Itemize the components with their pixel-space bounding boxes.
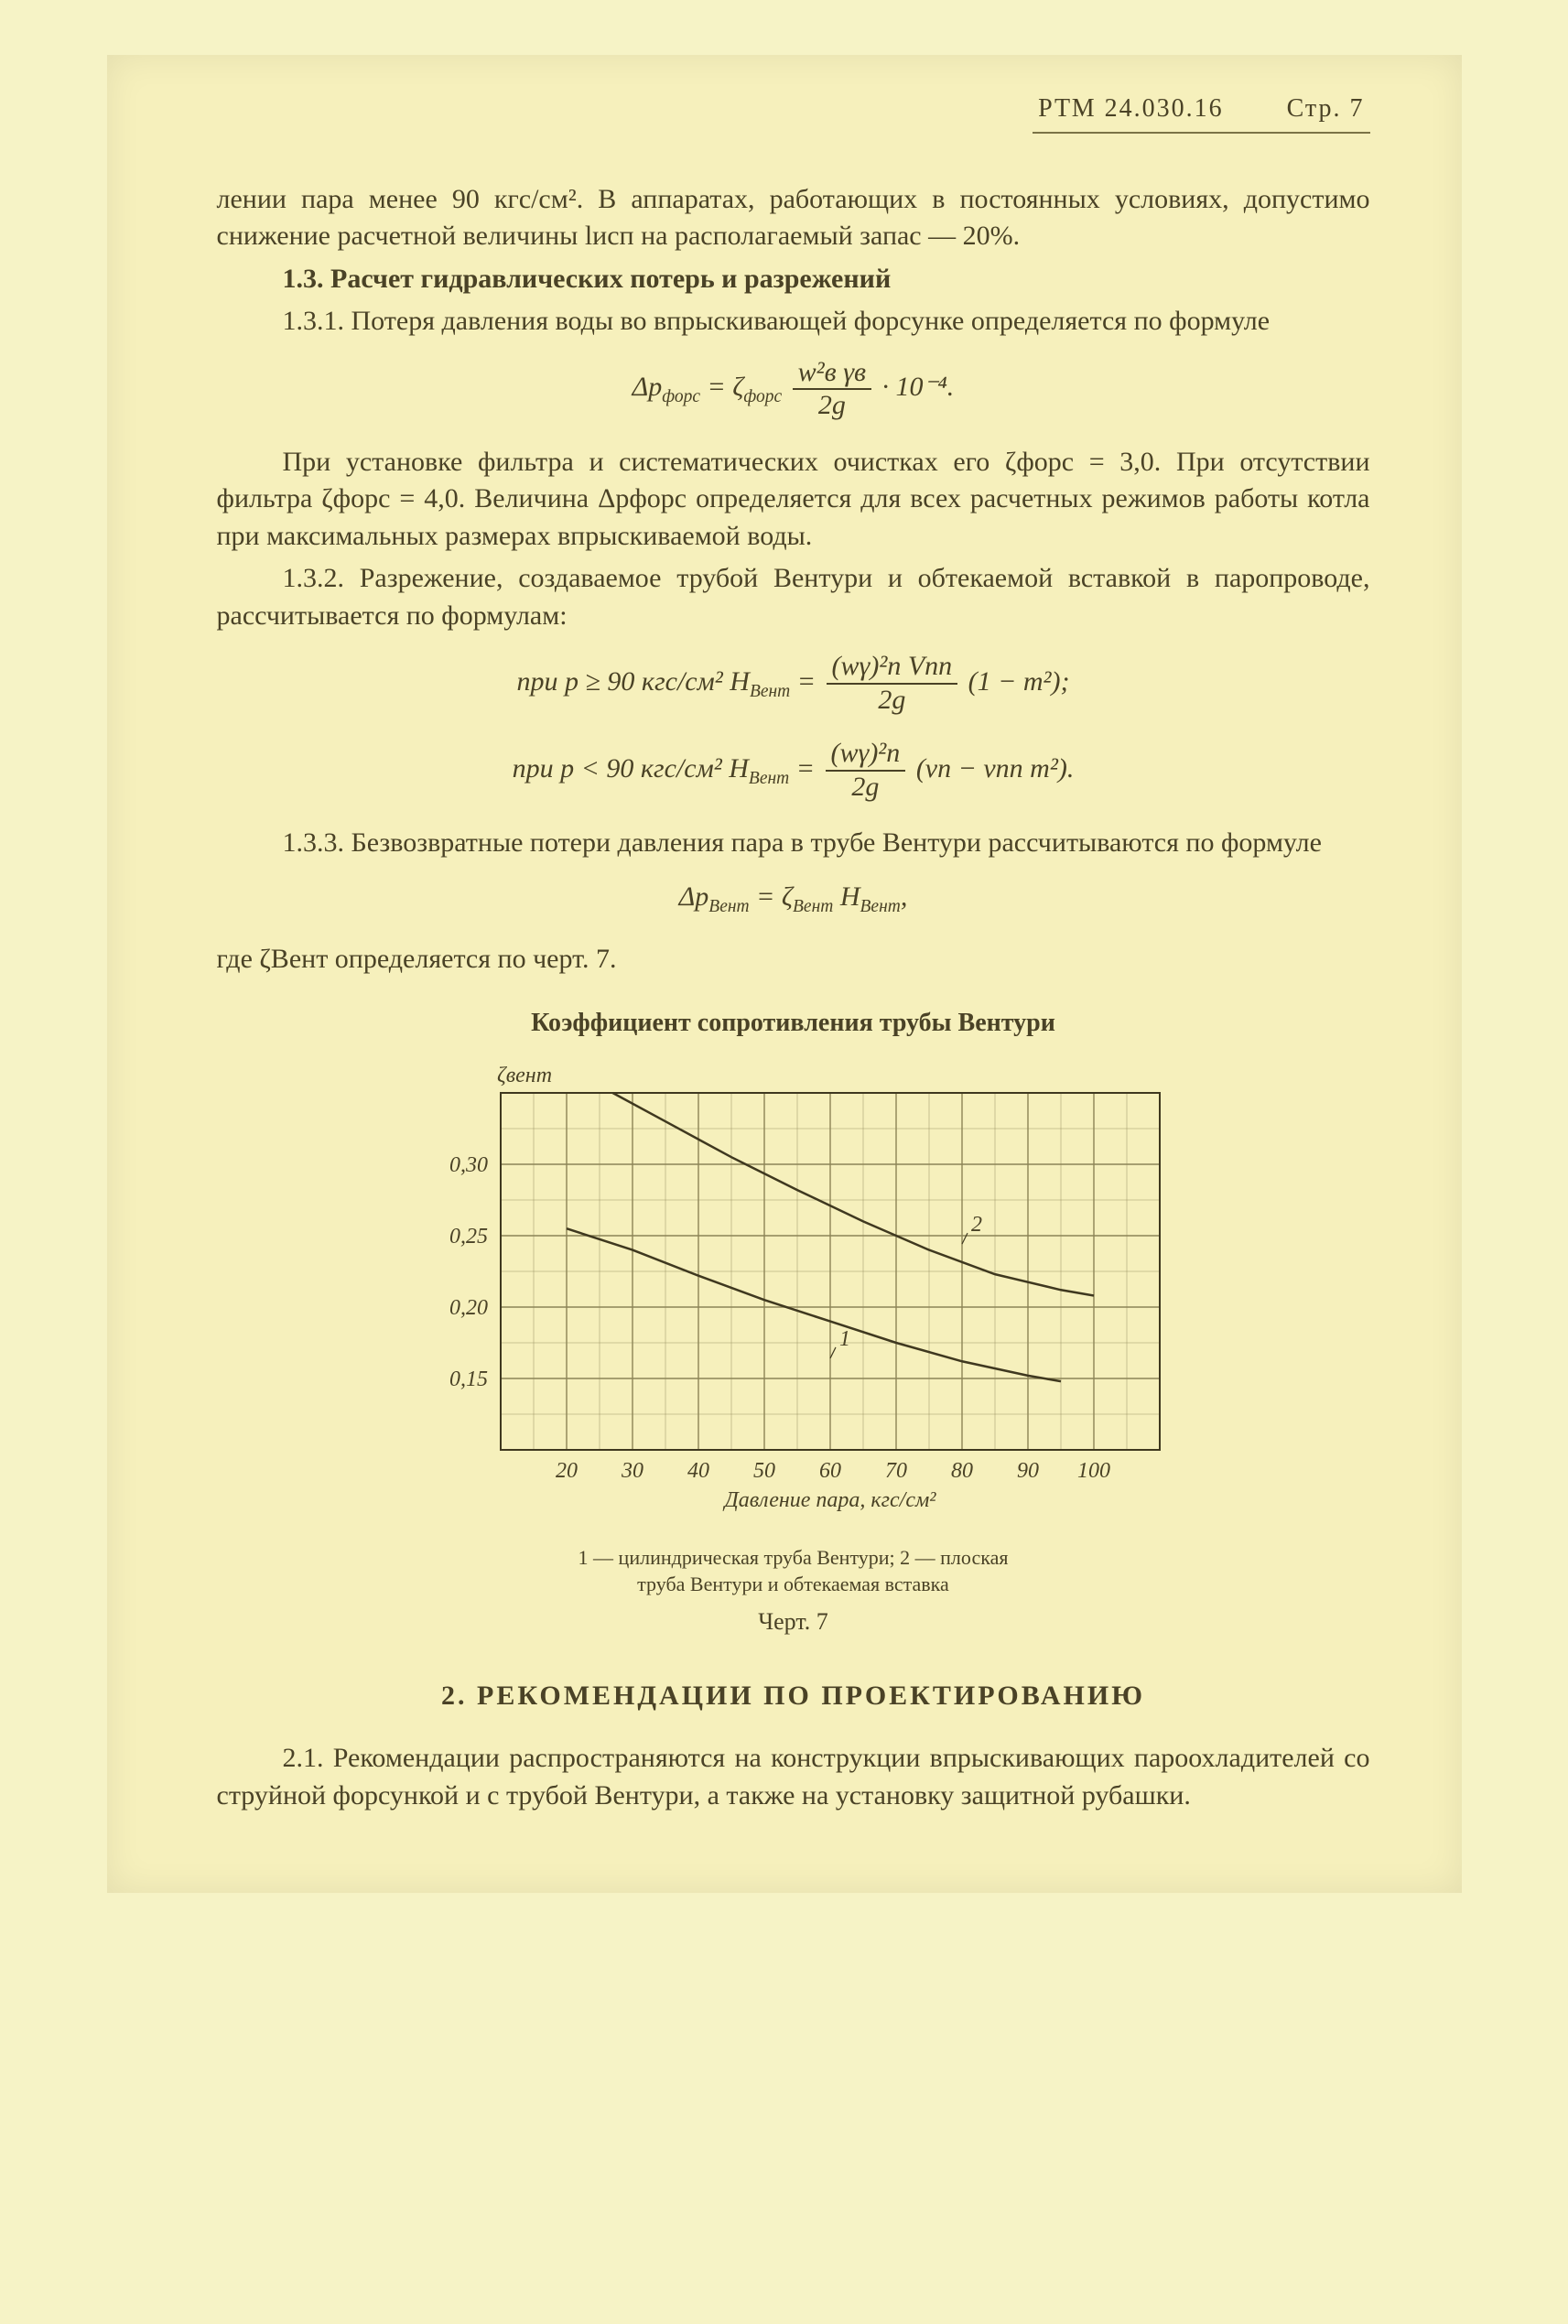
svg-text:40: 40 xyxy=(687,1459,709,1483)
f2a-den: 2g xyxy=(827,685,958,717)
svg-text:2: 2 xyxy=(971,1214,982,1238)
f1-eq: = ζ xyxy=(708,372,744,402)
svg-text:60: 60 xyxy=(819,1459,841,1483)
chart-caption: 1 — цилиндрическая труба Вентури; 2 — пл… xyxy=(217,1545,1370,1597)
section-2-title: 2. РЕКОМЕНДАЦИИ ПО ПРОЕКТИРОВАНИЮ xyxy=(217,1678,1370,1715)
f2b-den: 2g xyxy=(826,772,906,804)
venturi-chart: 20 30 40 50 60 70 80 90 100 0,15 0,20 0,25 0,30 ζвент… xyxy=(400,1056,1187,1532)
f2b-tail: (vп − vпп m²). xyxy=(916,753,1075,784)
running-header: РТМ 24.030.16 Стр. 7 xyxy=(217,92,1370,139)
f1-num: w²в γв xyxy=(793,357,871,391)
svg-text:30: 30 xyxy=(621,1459,643,1483)
svg-text:0,30: 0,30 xyxy=(449,1153,488,1177)
svg-text:20: 20 xyxy=(556,1459,578,1483)
paragraph-intro: лении пара менее 90 кгс/см². В аппаратах… xyxy=(217,181,1370,255)
f2b-prefix: при p < 90 кгс/см² H xyxy=(513,753,749,784)
f1-zeta-sub: форс xyxy=(743,387,782,406)
f2a-num: (wγ)²п Vпп xyxy=(827,651,958,685)
f1-den: 2g xyxy=(793,390,871,422)
f2b-hsub: Вент xyxy=(749,769,789,788)
svg-text:ζвент: ζвент xyxy=(497,1064,552,1087)
section-1-3-title: 1.3. Расчет гидравлических потерь и разр… xyxy=(217,261,1370,298)
formula-2a: при p ≥ 90 кгс/см² HВент = (wγ)²п Vпп 2g… xyxy=(217,651,1370,716)
chart-caption-1: 1 — цилиндрическая труба Вентури; 2 — пл… xyxy=(579,1546,1009,1569)
f2a-tail: (1 − m²); xyxy=(968,666,1070,697)
chart-caption-2: труба Вентури и обтекаемая вставка xyxy=(637,1573,949,1595)
svg-text:0,20: 0,20 xyxy=(449,1296,488,1320)
formula-3: ΔpВент = ζВент HВент, xyxy=(217,879,1370,919)
svg-text:80: 80 xyxy=(951,1459,973,1483)
para-1-3-1: 1.3.1. Потеря давления воды во впрыскива… xyxy=(217,303,1370,340)
chart-title: Коэффициент сопротивления трубы Вентури xyxy=(217,1006,1370,1041)
page-number: Стр. 7 xyxy=(1287,94,1365,123)
svg-text:50: 50 xyxy=(753,1459,775,1483)
f2a-prefix: при p ≥ 90 кгс/см² H xyxy=(516,666,749,697)
para-1-3-1b: При установке фильтра и систематических … xyxy=(217,444,1370,556)
f2a-hsub: Вент xyxy=(750,682,790,701)
figure-label: Черт. 7 xyxy=(217,1605,1370,1638)
para-1-3-3b: где ζВент определяется по черт. 7. xyxy=(217,941,1370,978)
f1-lhs: Δp xyxy=(633,372,663,402)
para-1-3-3: 1.3.3. Безвозвратные потери давления пар… xyxy=(217,825,1370,862)
svg-text:1: 1 xyxy=(839,1327,850,1351)
para-1-3-2: 1.3.2. Разрежение, создаваемое трубой Ве… xyxy=(217,560,1370,634)
formula-2b: при p < 90 кгс/см² HВент = (wγ)²п 2g (vп… xyxy=(217,738,1370,803)
svg-text:100: 100 xyxy=(1077,1459,1110,1483)
f2b-num: (wγ)²п xyxy=(826,738,906,772)
svg-text:Давление пара, кгс/см²: Давление пара, кгс/см² xyxy=(722,1488,936,1512)
scan-background: РТМ 24.030.16 Стр. 7 лении пара менее 90… xyxy=(0,0,1568,2324)
para-2-1: 2.1. Рекомендации распространяются на ко… xyxy=(217,1740,1370,1814)
f2b-eq: = xyxy=(796,753,822,784)
chart-container: Коэффициент сопротивления трубы Вентури … xyxy=(217,1006,1370,1638)
page: РТМ 24.030.16 Стр. 7 лении пара менее 90… xyxy=(107,55,1462,1893)
f1-tail: · 10⁻⁴. xyxy=(882,372,955,402)
svg-text:0,25: 0,25 xyxy=(449,1225,488,1248)
formula-1: Δpфорс = ζфорс w²в γв 2g · 10⁻⁴. xyxy=(217,357,1370,422)
svg-text:0,15: 0,15 xyxy=(449,1367,488,1391)
svg-text:70: 70 xyxy=(885,1459,907,1483)
f2a-eq: = xyxy=(797,666,823,697)
f1-lhs-sub: форс xyxy=(662,387,700,406)
doc-number: РТМ 24.030.16 xyxy=(1038,94,1224,123)
svg-text:90: 90 xyxy=(1017,1459,1039,1483)
